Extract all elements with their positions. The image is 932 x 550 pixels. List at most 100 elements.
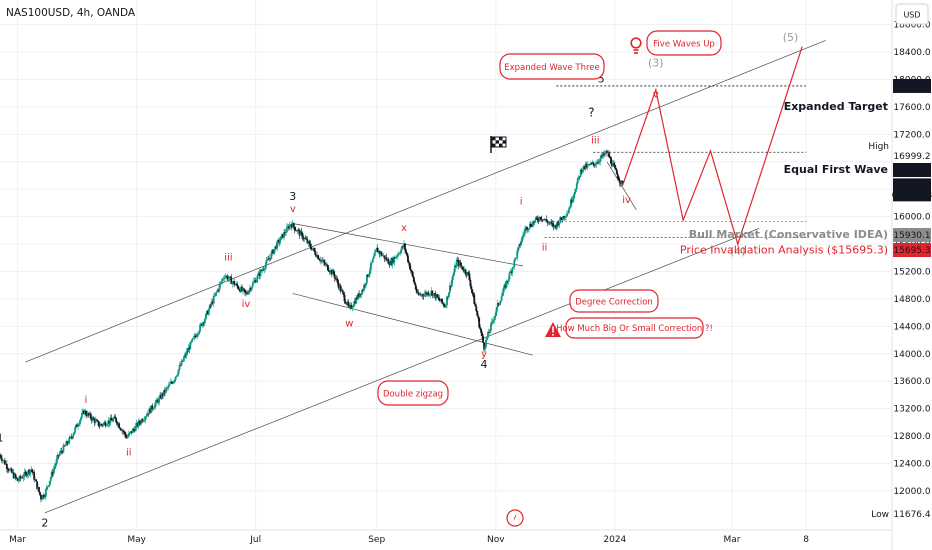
candle-body [75,424,78,428]
candle-body [442,302,444,304]
candle-body [241,286,243,291]
candle-body [517,247,520,251]
candle-body [22,477,25,479]
candle-body [526,226,528,231]
candle-body [330,270,333,275]
candle-body [393,257,396,263]
candle-body [446,296,448,306]
candle-body [231,282,234,285]
candle-body [128,432,131,434]
candle-body [495,307,498,313]
tradingview-logo-icon[interactable] [506,509,524,527]
candle-body [198,331,200,334]
candle-body [234,284,237,286]
candle-body [390,261,393,265]
candle-body [190,341,193,343]
candle-body [399,252,402,254]
candle-body [42,494,44,499]
candle-body [419,294,422,296]
candle-body [339,285,342,292]
candle-body [28,470,31,474]
candle-body [620,180,623,184]
candle-body [401,246,403,250]
candle-body [115,417,118,423]
candle-body [26,474,29,477]
currency-button[interactable] [895,3,929,25]
candle-body [378,251,381,254]
price-tick-label: 14800.0 [893,295,930,305]
candle-body [503,284,506,288]
candle-body [167,384,170,388]
candle-body [94,420,97,424]
candle-body [145,415,148,418]
candle-body [504,284,507,288]
level-label-expanded-target: Expanded Target [784,100,888,113]
candle-body [473,294,476,305]
candle-body [165,387,168,389]
horizontal-levels [532,85,806,239]
candle-body [491,320,494,322]
candle-body [427,292,430,296]
candle-body [597,162,600,163]
candle-body [58,453,61,456]
candle-body [331,270,334,275]
candle-body [410,270,413,273]
candle-body [355,297,358,304]
candle-body [300,231,303,234]
candle-body [11,472,14,474]
candle-body [70,436,73,438]
candle-body [536,218,539,221]
warning-triangle-icon [545,322,561,337]
correction-upper-line [292,223,524,267]
callout-correction-question[interactable]: How Much Big Or Small Correction ?! [556,317,713,339]
candle-body [476,310,479,316]
candle-body [434,293,437,299]
candle-body [46,486,49,488]
candle-body [583,165,586,169]
candle-body [516,250,519,258]
candle-body [212,296,215,304]
candle-body [561,219,564,221]
time-axis-ticks[interactable]: Mar May Jul Sep Nov 2024 Mar 8 [9,535,809,545]
candle-body [457,260,460,266]
candle-body [125,437,128,439]
candle-body [188,347,191,350]
callout-expanded-wave-three[interactable]: Expanded Wave Three [499,53,605,80]
price-tick-label: 17200.0 [893,130,930,140]
candle-body [205,310,208,314]
price-tick-label: 13200.0 [893,405,930,415]
candle-body [207,309,210,315]
price-badge-label: 15930.1 [893,231,930,241]
callout-double-zigzag[interactable]: Double zigzag [377,380,449,406]
channel-upper-line [25,40,826,363]
candle-body [585,164,588,168]
candle-body [486,337,488,340]
candle-body [541,219,544,221]
wave-label: x [401,223,407,234]
candle-body [230,277,233,285]
candle-body [163,389,165,396]
candle-body [550,222,553,224]
candle-body [435,294,438,299]
candle-body [293,226,296,231]
price-tick-label: 12800.0 [893,432,930,442]
candle-body [15,477,18,479]
price-badge-label: 17906.4 [893,82,930,92]
candle-body [529,223,531,229]
callout-five-waves-up[interactable]: Five Waves Up [646,30,722,56]
candle-body [3,460,5,462]
candle-body [369,263,372,271]
candle-body [265,260,268,265]
wave-label: ii [126,447,132,458]
candle-body [102,423,105,426]
candle-body [388,263,391,266]
callout-degree-correction[interactable]: Degree Correction [569,289,659,313]
candle-body [259,270,262,276]
candle-body [228,276,231,279]
candle-body [107,420,110,425]
candle-body [291,223,294,228]
candle-body [177,369,180,375]
candle-body [484,346,486,350]
candle-body [52,468,55,475]
